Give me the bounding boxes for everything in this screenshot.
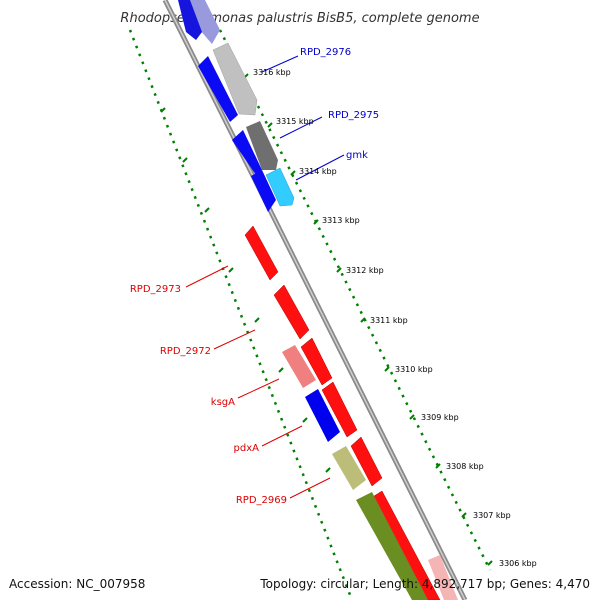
ruler-tick: [325, 467, 331, 473]
ruler-tick: [204, 207, 210, 213]
ruler-tick: [360, 317, 366, 323]
topology-text: Topology: circular; Length: 4,892,717 bp…: [260, 577, 590, 591]
label-leader: [237, 378, 280, 399]
ruler-label: 3306 kbp: [499, 559, 537, 568]
ruler-tick: [302, 417, 308, 423]
ruler-label: 3316 kbp: [253, 68, 291, 77]
ruler-tick: [254, 317, 260, 323]
ruler-tick: [228, 267, 234, 273]
ruler-label: 3312 kbp: [346, 266, 384, 275]
ruler-tick: [160, 107, 166, 113]
ruler-label: 3309 kbp: [421, 413, 459, 422]
ruler-label: 3310 kbp: [395, 365, 433, 374]
gene-label-rpd-2973: RPD_2973: [130, 284, 181, 295]
gene-label-rpd-2975: RPD_2975: [328, 110, 379, 121]
ruler-tick: [182, 157, 188, 163]
reverse-genes: [178, 0, 458, 600]
gene-blue-3: [251, 170, 276, 212]
gene-label-ksga: ksgA: [211, 397, 235, 408]
gene-top-blue: [178, 0, 202, 40]
gene-label-rpd-2969: RPD_2969: [236, 495, 287, 506]
label-leader: [279, 116, 323, 139]
label-leader: [185, 265, 229, 288]
gene-ksga: [282, 345, 316, 388]
gene-label-rpd-2976: RPD_2976: [300, 47, 351, 58]
gene-rpd-2969: [332, 446, 366, 490]
genome-backbone-highlight: [164, 0, 466, 600]
ruler-tick: [435, 463, 441, 469]
accession-text: Accession: NC_007958: [9, 577, 146, 591]
ruler-label: 3315 kbp: [276, 117, 314, 126]
ruler-tick: [278, 367, 284, 373]
ruler-tick: [267, 122, 273, 128]
ruler-label: 3313 kbp: [322, 216, 360, 225]
gene-label-rpd-2972: RPD_2972: [160, 346, 211, 357]
gene-red-5: [350, 436, 383, 487]
gene-pink-bottom: [428, 555, 458, 600]
label-leader: [213, 329, 256, 350]
label-leader: [289, 477, 331, 499]
gene-rpd-2976: [212, 42, 258, 116]
ruler-label: 3307 kbp: [473, 511, 511, 520]
gene-blue-1: [198, 56, 238, 122]
gene-label-gmk: gmk: [346, 150, 368, 161]
gene-pdxa: [305, 389, 340, 442]
ruler-tick: [336, 267, 342, 273]
ruler-label: 3308 kbp: [446, 462, 484, 471]
gene-red-4: [321, 381, 358, 438]
label-leader: [295, 154, 345, 181]
ruler-tick: [461, 512, 467, 518]
left-ruler-line: [128, 29, 354, 600]
ruler-labels: 3316 kbp 3315 kbp 3314 kbp 3313 kbp 3312 kbp…: [253, 68, 537, 568]
label-leader: [261, 55, 299, 73]
gene-blue-2: [232, 130, 262, 175]
gene-olive: [356, 492, 428, 600]
gene-rpd-2975: [246, 121, 278, 170]
ruler-label: 3311 kbp: [370, 316, 408, 325]
ruler-tick: [487, 560, 493, 566]
ruler-tick: [290, 170, 296, 176]
ruler-tick: [409, 414, 415, 420]
ruler-label: 3314 kbp: [299, 167, 337, 176]
ruler-tick: [384, 366, 390, 372]
right-ruler-line: [218, 29, 492, 571]
ruler-tick: [313, 219, 319, 225]
gene-red-3: [300, 337, 333, 386]
gene-rpd-2973: [244, 225, 279, 281]
label-leader: [261, 425, 303, 447]
gene-label-pdxa: pdxA: [234, 443, 260, 454]
gene-gmk: [265, 167, 295, 207]
gene-rpd-2972: [273, 284, 310, 340]
